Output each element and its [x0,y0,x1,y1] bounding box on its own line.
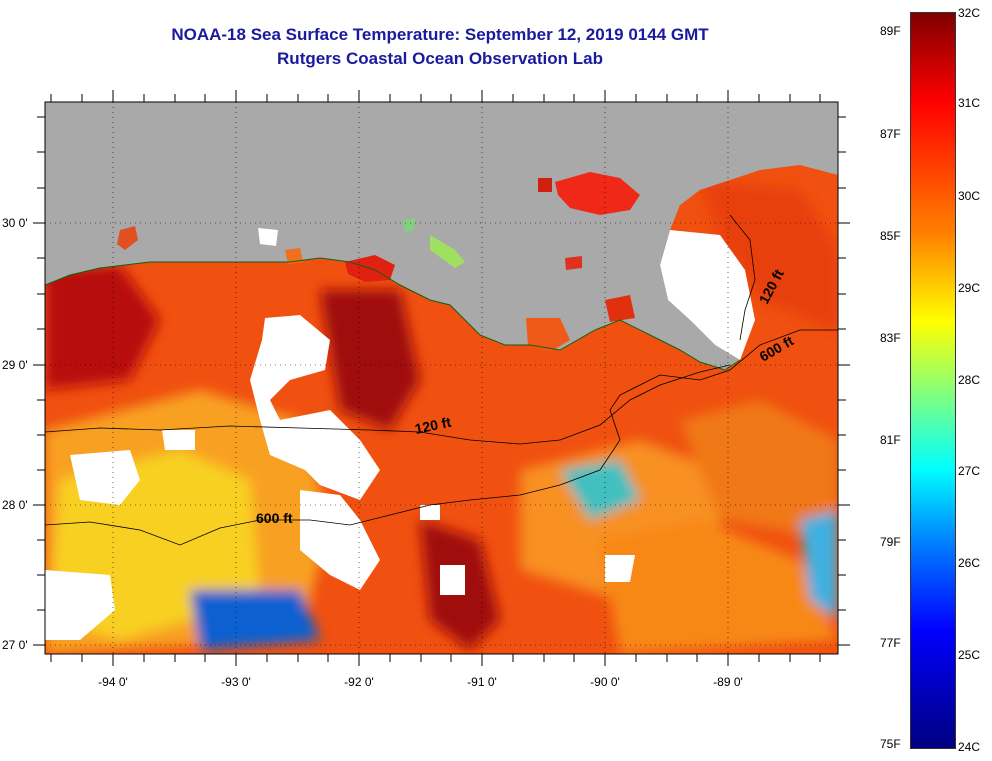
colorbar-f-87: 87F [880,127,901,141]
graticule [45,102,838,654]
lake-warm-8 [605,295,635,322]
colorbar-c-30: 30C [958,189,981,203]
colorbar-f-77: 77F [880,636,901,650]
sst-map: 120 ft 600 ft 120 ft 600 ft [2,90,850,689]
colorbar-c-28: 28C [958,373,981,387]
colorbar-f-83: 83F [880,331,901,345]
lat-label-30: 30 0' [2,216,28,230]
lon-label-91: -91 0' [467,675,497,689]
lake-warm-1 [555,172,640,215]
lake-cool-1 [430,235,465,268]
sst-cool-patch-east [800,510,838,620]
lon-label-89: -89 0' [713,675,743,689]
colorbar-c-25: 25C [958,648,981,662]
map-frame [44,101,839,655]
sst-orange-region-east [680,400,838,540]
contour-120ft-east [729,214,756,341]
lake-warm-4 [117,226,138,250]
colorbar-c-29: 29C [958,281,981,295]
colorbar-f-81: 81F [880,433,901,447]
colorbar-f-89: 89F [880,24,901,38]
sst-red-east [700,180,838,330]
colorbar-f-75: 75F [880,737,901,751]
colorbar [910,12,956,749]
lake-warm-2 [538,178,552,192]
lat-label-28: 28 0' [2,498,28,512]
lon-label-92: -92 0' [344,675,374,689]
map-ticks [33,90,850,666]
colorbar-c-24: 24C [958,740,981,754]
contour-label-120ft: 120 ft [413,414,452,437]
sst-cool-patch-sw [190,590,320,650]
cloud-mask [45,210,755,640]
contour-120ft-west [45,364,731,445]
land-mass [45,102,838,370]
colorbar-c-32: 32C [958,6,981,20]
map-subtitle: Rutgers Coastal Ocean Observation Lab [277,49,603,68]
sst-hot-central [320,290,420,430]
colorbar-c-31: 31C [958,96,981,110]
lake-cloud-1 [258,228,278,246]
colorbar-c-26: 26C [958,556,981,570]
contour-label-600ft: 600 ft [256,510,293,526]
colorbar-f-85: 85F [880,229,901,243]
sst-orange-region-south [600,520,838,654]
contour-600ft [45,329,838,546]
lon-label-93: -93 0' [221,675,251,689]
lake-warm-6 [565,256,582,270]
lake-warm-7 [526,318,570,352]
map-title: NOAA-18 Sea Surface Temperature: Septemb… [171,25,709,44]
colorbar-c-27: 27C [958,464,981,478]
coastline [45,257,741,371]
lake-warm-5 [285,248,303,264]
lake-cool-2 [403,218,415,232]
lat-label-27: 27 0' [2,638,28,652]
lat-label-29: 29 0' [2,358,28,372]
colorbar-f-79: 79F [880,535,901,549]
lon-label-94: -94 0' [98,675,128,689]
sst-hot-west [45,265,160,390]
lon-label-90: -90 0' [590,675,620,689]
